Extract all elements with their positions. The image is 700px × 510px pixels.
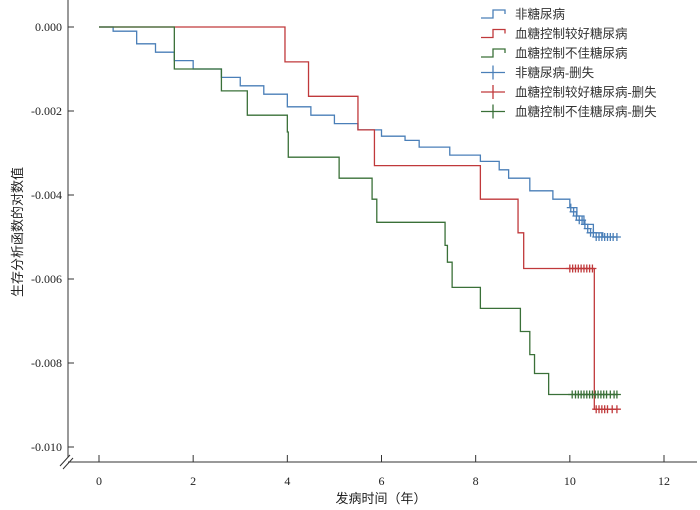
legend-plus-icon — [481, 85, 505, 99]
censor-mark-0 — [589, 228, 598, 237]
legend-label: 非糖尿病 — [515, 7, 565, 22]
censor-mark-1 — [588, 264, 597, 273]
x-tick-label: 12 — [658, 474, 670, 488]
legend-plus-icon — [481, 104, 505, 119]
censor-mark-2 — [612, 390, 621, 399]
censor-layer — [565, 203, 621, 414]
censor-mark-1 — [612, 405, 621, 414]
x-tick-label: 0 — [96, 474, 102, 488]
y-tick-label: -0.010 — [31, 440, 62, 454]
legend-step-icon — [481, 9, 506, 19]
censor-mark-0 — [612, 233, 621, 241]
censor-mark-0 — [569, 207, 578, 216]
y-tick-label: 0.000 — [35, 20, 62, 34]
censor-mark-0 — [566, 203, 575, 212]
series-line-1 — [99, 26, 617, 410]
x-tick-label: 4 — [284, 474, 290, 488]
y-axis-title: 生存分析函数的对数值 — [10, 167, 25, 297]
legend-label: 血糖控制较好糖尿病 — [515, 26, 628, 41]
x-ticks: 0 2 4 6 8 10 12 — [96, 455, 670, 488]
censor-mark-0 — [578, 216, 587, 225]
series-layer — [99, 26, 617, 410]
y-tick-label: -0.004 — [31, 188, 62, 202]
y-tick-label: -0.008 — [31, 356, 62, 370]
censor-mark-0 — [572, 212, 581, 220]
legend-label: 血糖控制不佳糖尿病-删失 — [515, 104, 657, 119]
x-tick-label: 8 — [473, 474, 479, 488]
legend-plus-icon — [481, 65, 505, 80]
y-tick-label: -0.002 — [31, 104, 62, 118]
x-axis-title: 发病时间（年） — [335, 491, 426, 506]
legend-label: 血糖控制不佳糖尿病 — [515, 46, 628, 61]
censor-mark-0 — [580, 220, 589, 229]
legend-label: 血糖控制较好糖尿病-删失 — [515, 85, 657, 100]
legend-label: 非糖尿病-删失 — [515, 65, 595, 80]
x-tick-label: 6 — [379, 474, 385, 488]
legend: 非糖尿病血糖控制较好糖尿病血糖控制不佳糖尿病非糖尿病-删失血糖控制较好糖尿病-删… — [481, 7, 657, 119]
legend-step-icon — [481, 28, 506, 39]
axis-break-icon — [59, 454, 74, 470]
legend-step-icon — [481, 48, 506, 58]
series-line-2 — [99, 26, 617, 396]
y-ticks: 0.000 -0.002 -0.004 -0.006 -0.008 -0.010 — [31, 20, 74, 454]
x-tick-label: 10 — [564, 474, 576, 488]
x-tick-label: 2 — [190, 474, 196, 488]
censor-mark-0 — [583, 224, 592, 233]
y-tick-label: -0.006 — [31, 272, 62, 286]
axes — [59, 0, 697, 470]
